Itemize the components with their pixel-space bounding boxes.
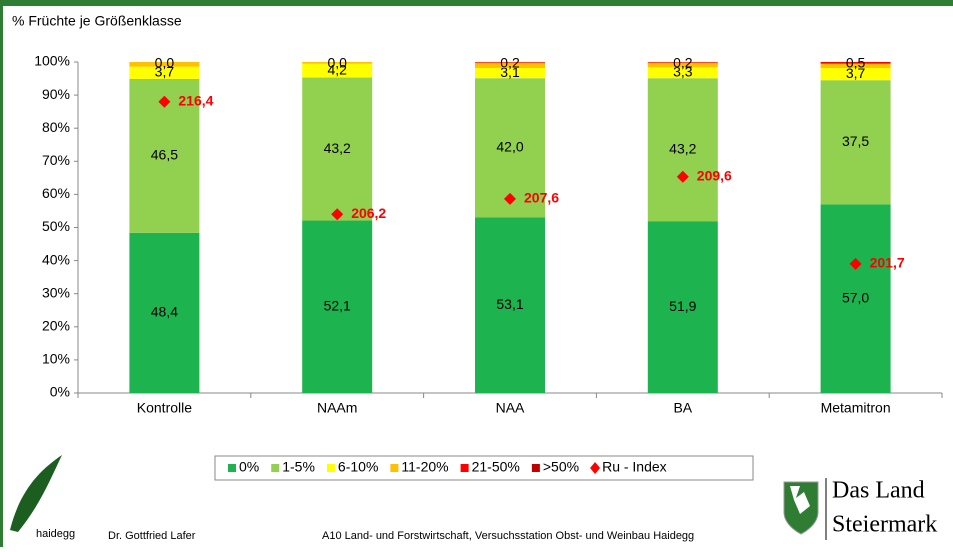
y-tick-label: 80%: [42, 119, 70, 135]
data-label: 0,0: [155, 55, 175, 71]
legend-swatch: [327, 464, 335, 472]
legend-label: 1-5%: [282, 459, 315, 475]
y-axis-title: % Früchte je Größenklasse: [12, 13, 182, 29]
legend-label: Ru - Index: [602, 459, 667, 475]
data-label: 37,5: [842, 133, 869, 149]
x-tick-label: BA: [673, 400, 692, 416]
data-label: 42,0: [496, 138, 523, 154]
y-tick-label: 100%: [34, 53, 70, 69]
top-band: [0, 0, 953, 6]
data-label: 0,2: [673, 55, 693, 71]
data-label: 51,9: [669, 298, 696, 314]
legend-label: 6-10%: [338, 459, 378, 475]
legend-label: 0%: [239, 459, 259, 475]
institution: A10 Land- und Forstwirtschaft, Versuchss…: [322, 530, 694, 542]
y-tick-label: 20%: [42, 318, 70, 334]
y-tick-label: 60%: [42, 185, 70, 201]
y-tick-label: 10%: [42, 351, 70, 367]
data-label: 52,1: [324, 297, 351, 313]
author: Dr. Gottfried Lafer: [108, 530, 196, 542]
y-tick-label: 40%: [42, 251, 70, 267]
y-tick-label: 0%: [50, 384, 70, 400]
brand-line1: Das Land: [832, 478, 925, 504]
data-label: 48,4: [151, 304, 178, 320]
left-band: [0, 0, 3, 547]
legend-swatch: [390, 464, 398, 472]
data-label: 53,1: [496, 296, 523, 312]
legend-label: 11-20%: [401, 459, 448, 475]
logo-text: haidegg: [36, 528, 75, 540]
ru-label: 209,6: [697, 167, 732, 183]
legend-label: >50%: [543, 459, 579, 475]
logo-leaf: [10, 455, 62, 532]
data-label: 43,2: [324, 140, 351, 156]
legend-swatch: [228, 464, 236, 472]
x-tick-label: Metamitron: [821, 400, 891, 416]
legend-swatch: [461, 464, 469, 472]
y-tick-label: 30%: [42, 284, 70, 300]
slide: % Früchte je Größenklasse haidegg Dr. Go…: [0, 0, 953, 547]
data-label: 43,2: [669, 140, 696, 156]
data-label: 0,5: [846, 55, 866, 71]
x-tick-label: NAAm: [317, 400, 357, 416]
y-tick-label: 90%: [42, 86, 70, 102]
y-tick-label: 70%: [42, 152, 70, 168]
ru-label: 201,7: [870, 255, 905, 271]
legend-swatch: [532, 464, 540, 472]
data-label: 0,0: [327, 55, 347, 71]
ru-label: 207,6: [524, 190, 559, 206]
x-tick-label: NAA: [496, 400, 525, 416]
brand-line2: Steiermark: [832, 512, 937, 538]
data-label: 0,2: [500, 55, 520, 71]
data-label: 57,0: [842, 289, 869, 305]
x-tick-label: Kontrolle: [137, 400, 192, 416]
legend-label: 21-50%: [472, 459, 520, 475]
data-label: 46,5: [151, 147, 178, 163]
y-tick-label: 50%: [42, 218, 70, 234]
legend-swatch: [271, 464, 279, 472]
ru-label: 216,4: [178, 92, 213, 108]
ru-label: 206,2: [351, 205, 386, 221]
